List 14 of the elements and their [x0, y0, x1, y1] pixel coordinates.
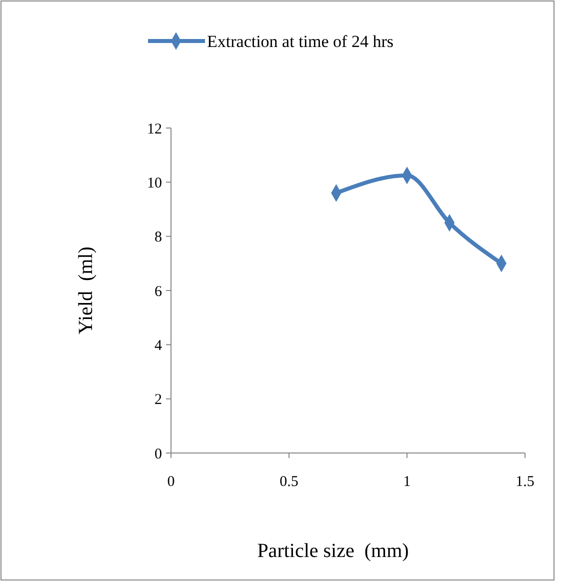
y-tick-label: 4: [154, 338, 162, 354]
y-tick-label: 8: [154, 230, 162, 246]
x-tick-label: 0.5: [280, 474, 298, 490]
y-tick-label: 6: [154, 284, 162, 300]
y-tick-label: 2: [154, 392, 162, 408]
x-axis-title: Particle size (mm): [257, 540, 409, 562]
y-tick-label: 10: [147, 175, 162, 192]
y-tick-label: 12: [147, 121, 162, 138]
x-tick-label: 1.5: [516, 474, 534, 490]
y-tick-label: 0: [154, 446, 162, 462]
y-axis-title: Yield (ml): [75, 246, 97, 334]
legend-label: Extraction at time of 24 hrs: [207, 32, 394, 51]
x-tick-label: 0: [167, 474, 175, 490]
x-tick-label: 1: [403, 474, 411, 490]
